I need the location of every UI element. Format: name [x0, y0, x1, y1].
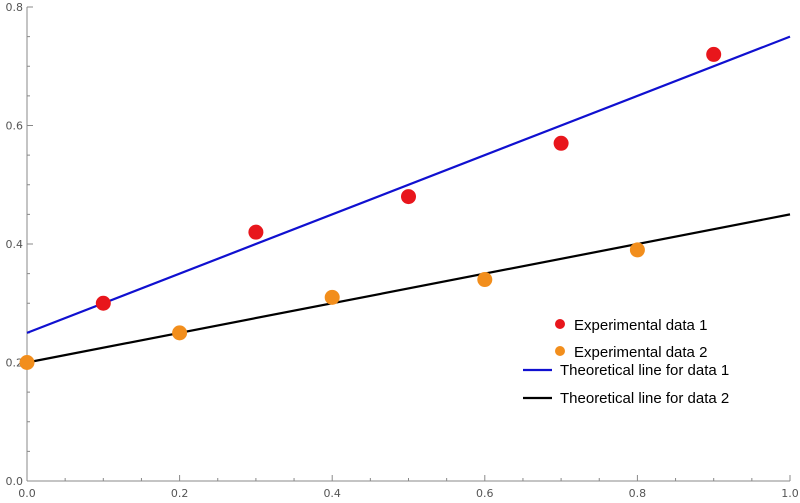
theoretical-lines	[26, 35, 791, 364]
x-tick-label: 0.0	[18, 487, 36, 500]
x-tick-label: 1.0	[781, 487, 799, 500]
data-point-series-1	[95, 295, 111, 311]
data-point-series-1	[401, 189, 416, 205]
axes: 0.0 0.2 0.4 0.6 0.8 1.0 0.0 0.2 0.4 0.6 0.8	[6, 1, 799, 500]
data-point-series-2	[477, 272, 493, 288]
theoretical-line-1	[26, 35, 791, 334]
data-points	[19, 46, 722, 370]
legend-label: Experimental data 2	[574, 344, 707, 361]
y-tick-label: 0.0	[6, 475, 24, 488]
x-tick-label: 0.8	[629, 487, 647, 500]
legend-marker-point	[555, 319, 565, 329]
data-point-series-1	[706, 46, 722, 62]
data-point-series-2	[172, 325, 188, 341]
y-tick-label: 0.8	[6, 1, 24, 14]
legend-marker-point	[555, 346, 565, 356]
x-tick-label: 0.6	[476, 487, 494, 500]
y-tick-label: 0.2	[6, 357, 24, 370]
legend-label: Theoretical line for data 2	[560, 390, 729, 407]
data-point-series-2	[629, 242, 645, 258]
theoretical-line-2	[26, 213, 791, 364]
x-tick-label: 0.4	[323, 487, 341, 500]
y-tick-label: 0.4	[6, 238, 24, 251]
y-tick-label: 0.6	[6, 120, 24, 133]
legend-label: Theoretical line for data 1	[560, 362, 729, 379]
legend-label: Experimental data 1	[574, 317, 707, 334]
data-point-series-1	[553, 135, 569, 151]
data-point-series-2	[19, 355, 35, 370]
data-point-series-2	[324, 289, 340, 305]
x-tick-label: 0.2	[171, 487, 189, 500]
data-point-series-1	[248, 224, 264, 240]
